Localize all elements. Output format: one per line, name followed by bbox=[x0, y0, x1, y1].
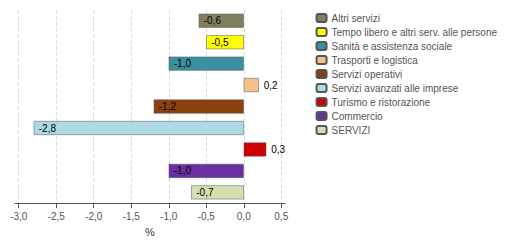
svg-text:Sanità e assistenza sociale: Sanità e assistenza sociale bbox=[332, 41, 453, 52]
svg-text:0,2: 0,2 bbox=[264, 80, 278, 91]
svg-text:-0,6: -0,6 bbox=[204, 15, 222, 26]
svg-text:-2,5: -2,5 bbox=[48, 211, 66, 222]
svg-text:Turismo e ristorazione: Turismo e ristorazione bbox=[332, 97, 431, 108]
svg-text:-1,2: -1,2 bbox=[159, 101, 177, 112]
svg-text:-0,5: -0,5 bbox=[211, 37, 229, 48]
svg-text:Commercio: Commercio bbox=[332, 111, 384, 122]
svg-text:-2,0: -2,0 bbox=[85, 211, 103, 222]
svg-text:Altri servizi: Altri servizi bbox=[332, 13, 380, 24]
svg-text:-1,5: -1,5 bbox=[123, 211, 141, 222]
svg-text:0,5: 0,5 bbox=[274, 211, 288, 222]
svg-text:Servizi avanzati alle imprese: Servizi avanzati alle imprese bbox=[332, 83, 459, 94]
svg-text:-0,5: -0,5 bbox=[198, 211, 216, 222]
svg-text:Servizi operativi: Servizi operativi bbox=[332, 69, 403, 80]
svg-text:-1,0: -1,0 bbox=[174, 165, 192, 176]
svg-text:-2,8: -2,8 bbox=[39, 123, 57, 134]
svg-text:Trasporti e logistica: Trasporti e logistica bbox=[332, 55, 419, 66]
svg-text:SERVIZI: SERVIZI bbox=[332, 125, 371, 136]
svg-text:-1,0: -1,0 bbox=[174, 58, 192, 69]
svg-text:-1,0: -1,0 bbox=[160, 211, 178, 222]
svg-text:0,0: 0,0 bbox=[237, 211, 251, 222]
svg-text:Tempo libero e altri serv. all: Tempo libero e altri serv. alle persone bbox=[332, 27, 498, 38]
svg-text:-3,0: -3,0 bbox=[10, 211, 28, 222]
svg-text:0,3: 0,3 bbox=[271, 144, 285, 155]
svg-text:-0,7: -0,7 bbox=[196, 187, 214, 198]
svg-text:%: % bbox=[145, 226, 155, 238]
